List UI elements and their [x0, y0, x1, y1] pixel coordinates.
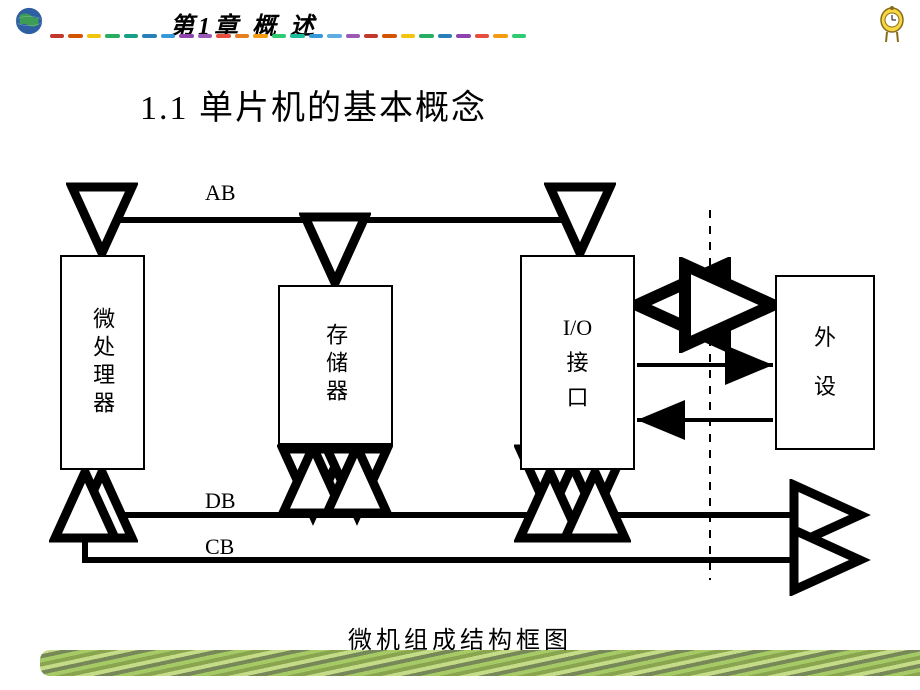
block-memory-label: 存储器: [318, 323, 353, 407]
block-cpu-label: 微处理器: [85, 307, 120, 419]
block-peripheral: 外 设: [775, 275, 875, 450]
bus-label-cb: CB: [205, 534, 234, 560]
clock-icon: [878, 4, 906, 44]
block-diagram: 微处理器 存储器 I/O 接 口 外 设 AB DB CB: [30, 180, 890, 600]
block-io: I/O 接 口: [520, 255, 635, 470]
rainbow-divider: [50, 34, 530, 38]
block-peripheral-label: 外 设: [814, 314, 836, 411]
diagram-wires: [30, 180, 890, 600]
globe-icon: [14, 6, 44, 36]
section-title: 1.1 单片机的基本概念: [140, 80, 487, 129]
slide-header: 第1章 概 述: [0, 0, 920, 50]
block-io-label: I/O 接 口: [563, 310, 592, 416]
bottom-decorative-band: [40, 650, 920, 676]
bus-label-db: DB: [205, 488, 236, 514]
block-memory: 存储器: [278, 285, 393, 445]
bus-label-ab: AB: [205, 180, 236, 206]
block-cpu: 微处理器: [60, 255, 145, 470]
